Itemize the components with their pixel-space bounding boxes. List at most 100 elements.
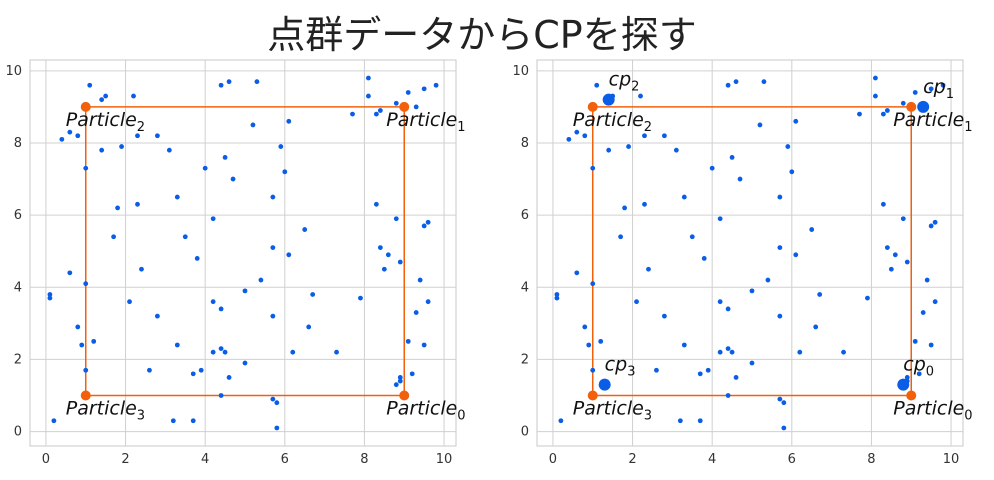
chart-1-data-point	[701, 256, 707, 261]
chart-1-y-tick-label: 10	[512, 64, 529, 79]
chart-0-data-point	[290, 349, 296, 355]
chart-0-data-point	[274, 425, 280, 431]
chart-1-data-point	[912, 90, 918, 95]
chart-1-data-point	[717, 216, 723, 222]
chart-1-x-tick-label: 8	[867, 452, 875, 467]
chart-0-data-point	[417, 277, 423, 283]
chart-1-data-point	[892, 252, 898, 258]
chart-0-data-point	[242, 360, 248, 366]
chart-1-data-point	[873, 75, 878, 81]
chart-0-data-point	[421, 342, 427, 348]
chart-1-data-point	[789, 169, 795, 175]
chart-1-data-point	[781, 425, 787, 431]
chart-0-data-point	[373, 111, 379, 117]
chart-1-particle-label-1-text: Particle	[893, 109, 964, 131]
chart-0-x-tick-label: 2	[121, 452, 129, 467]
chart-1-data-point	[725, 82, 731, 88]
chart-1-y-tick-label: 4	[521, 280, 529, 295]
chart-1-data-point	[574, 270, 580, 276]
chart-1-particle-label-0: Particle0	[893, 397, 972, 423]
chart-1-particle-label-0-text: Particle	[893, 397, 964, 419]
chart-1-data-point	[880, 201, 886, 207]
chart-0-data-point	[59, 136, 65, 142]
chart-0-data-point	[174, 194, 180, 200]
chart-1-data-point	[590, 281, 596, 287]
chart-1-data-point	[717, 299, 723, 305]
chart-1-x-tick-label: 0	[549, 452, 557, 467]
chart-1-data-point	[940, 82, 946, 88]
chart-0-data-point	[258, 277, 264, 283]
chart-1-data-point	[932, 299, 938, 305]
chart-0-particle-label-2-text: Particle	[66, 109, 137, 131]
chart-0-data-point	[222, 349, 228, 355]
chart-0-data-point	[377, 245, 383, 250]
chart-1-data-point	[797, 349, 803, 355]
chart-0-data-point	[83, 281, 89, 287]
chart-0-data-point	[358, 295, 363, 301]
chart-0-data-point	[99, 147, 105, 153]
chart-0-data-point	[274, 400, 280, 406]
chart-1-particle-label-3-text: Particle	[573, 397, 644, 419]
chart-0-particle-label-2: Particle2	[66, 109, 145, 135]
chart-0-data-point	[421, 223, 427, 229]
chart-1-data-point	[646, 266, 651, 272]
chart-1-cp-label-3-text: cp	[605, 354, 628, 376]
chart-0-particle-label-0-text: Particle	[386, 397, 457, 419]
chart-0-data-point	[87, 82, 93, 88]
chart-0-data-point	[135, 201, 140, 207]
chart-1-particle-label-3-subscript: 3	[644, 408, 652, 423]
chart-0-data-point	[334, 349, 339, 355]
chart-0-x-tick-label: 8	[360, 452, 368, 467]
chart-0-data-point	[310, 292, 316, 297]
chart-0-data-point	[393, 100, 399, 106]
chart-0-data-point	[75, 133, 81, 139]
chart-1-data-point	[729, 155, 735, 160]
chart-0-y-tick-label: 10	[5, 64, 22, 79]
chart-0-data-point	[210, 349, 216, 355]
chart-1-data-point	[857, 111, 862, 117]
chart-1-data-point	[793, 118, 799, 124]
chart-0-data-point	[111, 234, 117, 240]
chart-1-data-point	[841, 349, 846, 355]
chart-0-data-point	[397, 259, 403, 265]
chart-1-data-point	[618, 234, 624, 240]
chart-1-x-tick-label: 2	[628, 452, 636, 467]
chart-1-data-point	[634, 299, 639, 305]
chart-1-cp-label-2-text: cp	[609, 69, 632, 91]
chart-0-particle-label-1-subscript: 1	[457, 120, 465, 135]
chart-0-particle-marker-3	[80, 390, 91, 401]
chart-0-data-point	[119, 144, 124, 149]
chart-0-particle-label-3-subscript: 3	[137, 408, 145, 423]
chart-1-cp-label-3: cp3	[605, 354, 636, 380]
chart-1-data-point	[932, 219, 938, 225]
chart-1-data-point	[777, 313, 783, 319]
chart-0-particle-marker-2	[80, 101, 91, 112]
chart-0-data-point	[226, 79, 232, 85]
chart-0-data-point	[99, 97, 105, 103]
chart-1-particle-label-2-subscript: 2	[644, 120, 652, 135]
chart-1-data-point	[928, 86, 934, 92]
chart-1-particle-label-2-text: Particle	[573, 109, 644, 131]
chart-1-cp-label-0-text: cp	[903, 354, 926, 376]
chart-1-particle-label-1-subscript: 1	[964, 120, 972, 135]
chart-0-data-point	[83, 367, 89, 373]
chart-1-x-tick-label: 6	[788, 452, 796, 467]
chart-0-data-point	[306, 324, 312, 330]
chart-1-particle-label-1: Particle1	[893, 109, 972, 135]
chart-0-data-point	[270, 245, 276, 250]
chart-0-x-tick-label: 0	[42, 452, 50, 467]
chart-1-data-point	[793, 252, 799, 258]
chart-1-particle-marker-1	[906, 101, 917, 112]
chart-1-data-point	[558, 418, 564, 424]
chart-0-data-point	[405, 90, 411, 95]
chart-1-data-point	[781, 400, 787, 406]
chart-0-data-point	[127, 299, 132, 305]
chart-1-data-point	[606, 147, 612, 153]
chart-0-data-point	[51, 418, 57, 424]
chart-0-data-point	[67, 270, 73, 276]
chart-0-y-tick-label: 4	[14, 280, 22, 295]
chart-1-data-point	[873, 93, 878, 99]
chart-1-data-point	[697, 418, 703, 424]
chart-1-data-point	[697, 371, 703, 377]
